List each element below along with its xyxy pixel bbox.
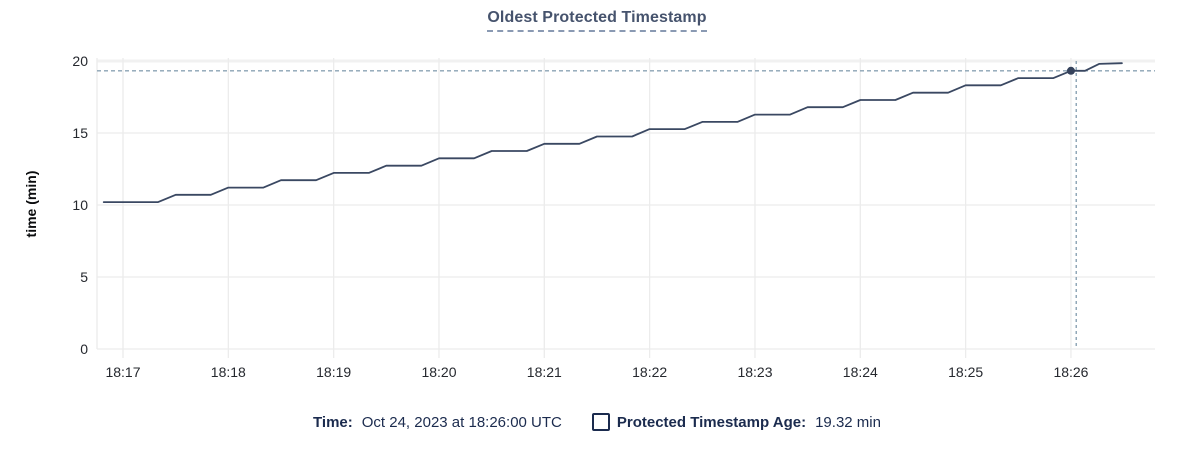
tooltip-series-label: Protected Timestamp Age: bbox=[616, 413, 807, 431]
y-axis-label: time (min) bbox=[23, 170, 39, 238]
chart-title-row: Oldest Protected Timestamp bbox=[0, 9, 1194, 32]
x-tick-label: 18:23 bbox=[737, 364, 772, 380]
tooltip-time-item: Time: Oct 24, 2023 at 18:26:00 UTC bbox=[313, 414, 562, 431]
tooltip-series-value: 19.32 min bbox=[815, 413, 881, 431]
y-tick-label: 15 bbox=[72, 125, 88, 141]
x-tick-label: 18:22 bbox=[632, 364, 667, 380]
line-chart-plot[interactable]: 0 5 10 15 20 18:17 18:18 18:19 18:20 18:21 18:22 18… bbox=[0, 0, 1194, 408]
y-tick-label: 5 bbox=[80, 269, 88, 285]
chart-tooltip-bar: Time: Oct 24, 2023 at 18:26:00 UTC Prote… bbox=[0, 413, 1194, 431]
legend-series-toggle[interactable]: Protected Timestamp Age: 19.32 min bbox=[591, 413, 881, 431]
y-tick-label: 10 bbox=[72, 197, 88, 213]
tooltip-time-label: Time: bbox=[313, 413, 353, 431]
x-tick-label: 18:25 bbox=[948, 364, 983, 380]
x-tick-label: 18:17 bbox=[105, 364, 140, 380]
x-tick-label: 18:18 bbox=[211, 364, 246, 380]
x-tick-label: 18:26 bbox=[1053, 364, 1088, 380]
chart-title[interactable]: Oldest Protected Timestamp bbox=[487, 9, 707, 32]
y-tick-label: 0 bbox=[80, 341, 88, 357]
x-tick-label: 18:20 bbox=[421, 364, 456, 380]
series-checkbox-icon[interactable] bbox=[591, 413, 610, 431]
x-tick-label: 18:24 bbox=[843, 364, 878, 380]
y-tick-label: 20 bbox=[72, 53, 88, 69]
series-line-protected-timestamp-age bbox=[102, 62, 1123, 204]
x-tick-label: 18:19 bbox=[316, 364, 351, 380]
x-tick-label: 18:21 bbox=[527, 364, 562, 380]
tooltip-time-value: Oct 24, 2023 at 18:26:00 UTC bbox=[361, 413, 562, 431]
hovered-data-point bbox=[1066, 66, 1075, 75]
